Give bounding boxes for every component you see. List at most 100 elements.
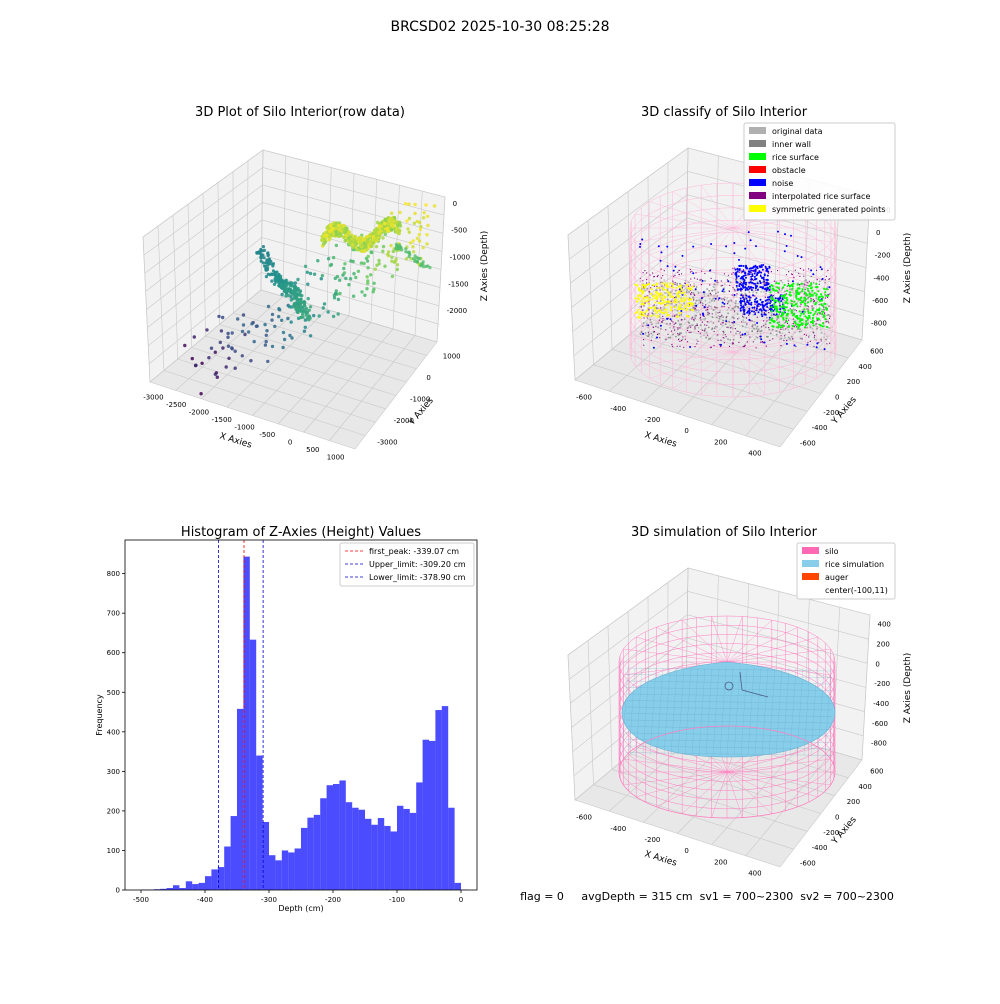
y-tick-label: 1000: [443, 353, 461, 361]
point: [777, 298, 779, 300]
point: [789, 338, 791, 340]
point: [785, 328, 786, 329]
point: [751, 273, 753, 275]
point: [641, 286, 643, 288]
point: [762, 303, 764, 305]
point: [718, 340, 719, 341]
point: [766, 289, 768, 291]
data-point: [360, 249, 364, 253]
point: [637, 295, 639, 297]
point: [811, 276, 812, 277]
point: [776, 313, 778, 315]
x-tick-label: 400: [748, 449, 761, 457]
data-point: [422, 260, 425, 263]
point: [826, 303, 828, 305]
point: [652, 313, 653, 314]
x-axis-label: Depth (cm): [278, 904, 323, 913]
data-point: [404, 202, 407, 205]
point: [638, 298, 640, 300]
data-point: [265, 261, 268, 264]
point: [736, 293, 737, 294]
legend-label: noise: [772, 179, 793, 188]
point: [733, 272, 734, 273]
point: [766, 299, 768, 301]
data-point: [372, 282, 375, 285]
point: [735, 272, 737, 274]
point: [715, 314, 717, 316]
histogram-bar: [397, 806, 403, 890]
point: [742, 297, 744, 299]
point: [711, 328, 713, 330]
point: [769, 267, 771, 269]
point: [784, 322, 786, 324]
data-point: [217, 315, 220, 318]
point: [702, 314, 704, 316]
data-point: [394, 258, 397, 261]
point: [752, 294, 754, 296]
histogram-bar: [301, 828, 307, 890]
point: [768, 312, 769, 313]
point: [677, 296, 679, 298]
point: [652, 309, 654, 311]
z-tick-label: -200: [874, 680, 890, 688]
point: [646, 324, 648, 326]
data-point: [325, 234, 329, 238]
point: [729, 346, 730, 347]
x-tick-label: -400: [610, 825, 626, 833]
histogram-bar: [295, 848, 301, 890]
z-tick-label: 0: [876, 229, 880, 237]
z-axis-label: Z Axies (Depth): [480, 231, 490, 302]
point: [687, 287, 689, 289]
point: [667, 265, 669, 267]
point: [724, 283, 726, 285]
point: [801, 322, 803, 324]
point: [678, 339, 679, 340]
point: [650, 307, 652, 309]
data-point: [275, 275, 278, 278]
point: [794, 319, 796, 321]
point: [786, 297, 788, 299]
point: [797, 300, 799, 302]
point: [735, 303, 737, 305]
point: [646, 272, 647, 273]
point: [787, 280, 789, 282]
point: [733, 317, 735, 319]
point: [758, 271, 760, 273]
point: [695, 288, 697, 290]
point: [686, 315, 688, 317]
x-tick-label: -1500: [212, 416, 232, 424]
data-point: [298, 305, 301, 308]
data-point: [384, 218, 388, 222]
data-point: [422, 211, 425, 214]
data-point: [321, 274, 324, 277]
data-point: [382, 245, 385, 248]
point: [698, 292, 700, 294]
point: [734, 311, 735, 312]
point: [685, 280, 687, 282]
point: [752, 287, 754, 289]
y-tick-label: 0: [426, 374, 430, 382]
point: [745, 298, 747, 300]
y-tick-label: 0: [835, 394, 839, 402]
point: [756, 322, 758, 324]
point: [762, 269, 764, 271]
point: [672, 286, 674, 288]
point: [763, 291, 765, 293]
point: [681, 308, 683, 310]
point: [729, 339, 731, 341]
point: [750, 304, 752, 306]
data-point: [426, 264, 429, 267]
data-point: [386, 227, 390, 231]
point: [803, 283, 804, 284]
point: [826, 326, 828, 328]
point: [707, 295, 709, 297]
point: [718, 299, 719, 300]
data-point: [396, 268, 399, 271]
point: [730, 309, 732, 311]
point: [785, 317, 787, 319]
point: [661, 251, 663, 253]
point: [720, 344, 722, 346]
point: [761, 330, 763, 332]
point: [646, 322, 648, 324]
point: [769, 289, 771, 291]
